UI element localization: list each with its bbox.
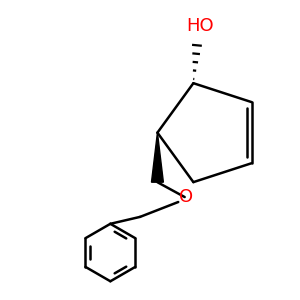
Polygon shape: [152, 133, 164, 182]
Text: HO: HO: [186, 17, 214, 35]
Text: O: O: [178, 188, 193, 206]
